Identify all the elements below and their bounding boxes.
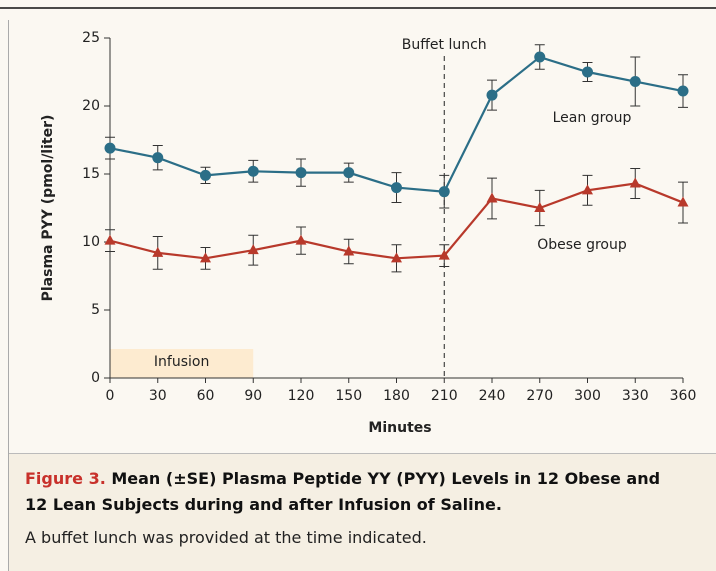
point [677, 196, 689, 207]
point [200, 169, 211, 181]
span-label: Infusion [154, 354, 209, 370]
point [677, 85, 689, 97]
point [343, 167, 355, 179]
frame-edge-lower [8, 453, 9, 571]
caption-heading: Figure 3. Mean (±SE) Plasma Peptide YY (… [25, 466, 685, 518]
x-tick-label: 240 [479, 388, 506, 404]
x-tick-label: 270 [526, 388, 553, 404]
series-label: Lean group [553, 110, 632, 126]
y-axis-label: Plasma PYY (pmol/liter) [40, 115, 56, 302]
point [391, 182, 402, 194]
event-label: Buffet lunch [402, 37, 487, 53]
series-label: Obese group [537, 237, 627, 253]
point [438, 186, 450, 198]
point [104, 234, 116, 245]
point [295, 167, 307, 179]
x-tick-label: 90 [244, 388, 262, 404]
point [247, 165, 259, 177]
x-tick-label: 210 [431, 388, 458, 404]
x-tick-label: 360 [670, 388, 697, 404]
point [534, 51, 546, 63]
point [152, 246, 164, 257]
point [104, 142, 116, 154]
caption-label: Figure 3. [25, 469, 106, 488]
point [486, 192, 498, 203]
x-tick-label: 330 [622, 388, 649, 404]
point [582, 66, 593, 78]
x-tick-label: 0 [106, 388, 115, 404]
point [295, 234, 307, 245]
point [391, 252, 402, 263]
point [438, 249, 450, 260]
y-tick-label: 20 [82, 98, 100, 114]
x-tick-label: 120 [288, 388, 315, 404]
point [200, 252, 211, 263]
x-tick-label: 180 [383, 388, 410, 404]
point [534, 202, 546, 212]
point [486, 89, 498, 101]
point [582, 184, 593, 195]
chart: Minutes Plasma PYY (pmol/liter) Infusion… [0, 7, 716, 453]
point [343, 245, 355, 256]
point [247, 244, 259, 255]
x-tick-label: 150 [335, 388, 362, 404]
caption-title: Mean (±SE) Plasma Peptide YY (PYY) Level… [25, 469, 661, 514]
x-tick-label: 300 [574, 388, 601, 404]
y-tick-label: 15 [82, 166, 100, 182]
point [152, 152, 164, 164]
caption: Figure 3. Mean (±SE) Plasma Peptide YY (… [9, 453, 716, 571]
point [629, 177, 641, 188]
caption-note: A buffet lunch was provided at the time … [25, 528, 427, 547]
x-tick-label: 30 [149, 388, 167, 404]
infusion-span [110, 349, 254, 378]
y-tick-label: 25 [82, 30, 100, 46]
x-tick-label: 60 [197, 388, 215, 404]
y-tick-label: 10 [82, 234, 100, 250]
point [629, 76, 641, 88]
y-tick-label: 5 [91, 302, 100, 318]
y-tick-label: 0 [91, 370, 100, 386]
x-axis-label: Minutes [368, 420, 431, 436]
